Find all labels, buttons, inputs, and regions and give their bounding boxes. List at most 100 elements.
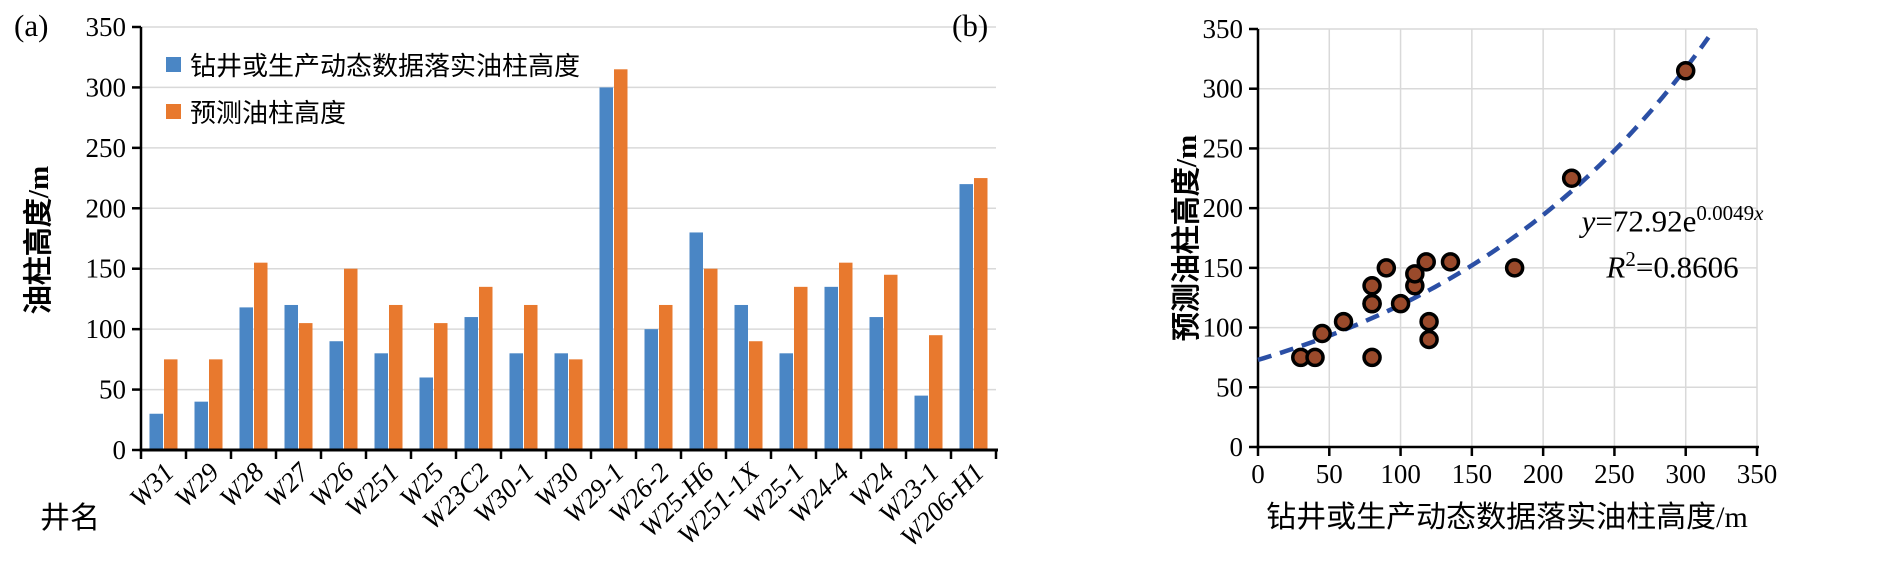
r-squared-line: R2=0.8606: [1540, 240, 1805, 286]
scatter-point: [1416, 252, 1436, 272]
bar-predicted: [974, 178, 988, 451]
panel-a-y-axis-title: 油柱高度/m: [23, 165, 55, 315]
bar-actual: [149, 413, 163, 450]
y-tick-label: 100: [86, 314, 127, 344]
bar-actual: [374, 353, 388, 450]
legend: 钻井或生产动态数据落实油柱高度 预测油柱高度: [166, 48, 580, 142]
bar-actual: [779, 353, 793, 450]
bar-predicted: [479, 286, 493, 450]
legend-item-predicted: 预测油柱高度: [166, 95, 580, 128]
r-label: R: [1606, 249, 1626, 285]
bar-predicted: [749, 341, 763, 450]
scatter-point: [1362, 293, 1382, 314]
bar-predicted: [344, 268, 358, 450]
scatter-point: [1419, 311, 1439, 332]
bar-actual: [509, 353, 523, 450]
y-tick-label: 250: [86, 133, 127, 163]
x-tick-label: 150: [1452, 459, 1493, 489]
bar-actual: [644, 329, 658, 450]
scatter-point: [1333, 311, 1354, 332]
bar-predicted: [254, 262, 268, 450]
equation-exponent: 0.0049x: [1696, 201, 1763, 225]
y-tick-label: 250: [1203, 133, 1244, 163]
scatter-point: [1390, 293, 1411, 314]
bar-actual: [464, 317, 478, 450]
bar-predicted: [704, 268, 718, 450]
y-tick-label: 100: [1203, 313, 1244, 343]
category-label: W29: [169, 457, 226, 514]
category-label: W31: [124, 457, 180, 513]
panel-b-y-axis-title: 预测油柱高度/m: [1171, 134, 1203, 342]
bar-actual: [329, 341, 343, 450]
scatter-point: [1561, 168, 1582, 189]
category-label: W28: [214, 457, 271, 514]
x-tick-label: 350: [1737, 459, 1778, 489]
bar-actual: [239, 307, 253, 450]
bar-predicted: [434, 323, 448, 450]
bar-predicted: [839, 262, 853, 450]
x-tick-label: 200: [1523, 459, 1564, 489]
bar-predicted: [794, 286, 808, 450]
legend-label-predicted: 预测油柱高度: [190, 98, 347, 128]
panel-b-x-axis-title: 钻井或生产动态数据落实油柱高度/m: [1266, 501, 1748, 534]
bar-actual: [824, 286, 838, 450]
x-tick-label: 100: [1380, 459, 1421, 489]
bar-predicted: [209, 359, 223, 450]
bar-predicted: [524, 304, 538, 450]
bar-predicted: [884, 274, 898, 450]
bar-actual: [284, 304, 298, 450]
y-tick-label: 300: [86, 72, 127, 102]
y-tick-label: 150: [1203, 253, 1244, 283]
bar-actual: [599, 87, 613, 450]
x-tick-label: 0: [1251, 459, 1265, 489]
bar-predicted: [929, 335, 943, 450]
y-tick-label: 300: [1203, 74, 1244, 104]
bar-actual: [194, 401, 208, 450]
y-tick-label: 200: [86, 193, 127, 223]
x-tick-label: 250: [1594, 459, 1635, 489]
bar-predicted: [299, 323, 313, 450]
bar-predicted: [389, 304, 403, 450]
y-tick-label: 150: [86, 254, 127, 284]
legend-item-actual: 钻井或生产动态数据落实油柱高度: [166, 48, 581, 81]
equation-line: y=72.92e0.0049x: [1540, 194, 1805, 240]
trendline-equation: y=72.92e0.0049x R2=0.8606: [1540, 194, 1805, 287]
scatter-point: [1312, 323, 1332, 344]
scatter-point: [1305, 347, 1325, 368]
bar-actual: [689, 232, 703, 450]
legend-label-actual: 钻井或生产动态数据落实油柱高度: [190, 51, 581, 81]
bar-predicted: [614, 69, 628, 451]
x-tick-label: 50: [1316, 459, 1343, 489]
equation-exp-var: x: [1754, 201, 1764, 225]
bar-predicted: [659, 304, 673, 450]
bar-predicted: [164, 359, 178, 450]
y-tick-label: 0: [1230, 432, 1244, 462]
legend-swatch-actual-icon: [166, 56, 181, 72]
y-tick-label: 0: [113, 435, 127, 465]
category-label: W27: [259, 456, 316, 513]
r-exponent: 2: [1625, 247, 1636, 272]
equation-exp-num: 0.0049: [1696, 201, 1755, 225]
scatter-point: [1419, 329, 1439, 350]
bar-actual: [554, 353, 568, 450]
scatter-point: [1504, 258, 1525, 278]
equation-body: =72.92e: [1595, 203, 1697, 239]
y-tick-label: 50: [99, 375, 126, 405]
equation-y: y: [1581, 203, 1596, 239]
panel-a-x-axis-title: 井名: [40, 502, 100, 535]
panel-a-label: (a): [14, 8, 49, 43]
y-tick-label: 50: [1216, 372, 1243, 402]
y-tick-label: 200: [1203, 193, 1244, 223]
trendline: [1257, 35, 1711, 363]
panel-b-label: (b): [952, 8, 989, 43]
scatter-point: [1362, 347, 1382, 368]
r-value: =0.8606: [1635, 249, 1739, 285]
scatter-point: [1376, 258, 1397, 278]
bar-predicted: [569, 359, 583, 450]
y-tick-label: 350: [86, 12, 127, 42]
bar-actual: [734, 304, 748, 450]
scatter-point: [1675, 61, 1696, 81]
scatter-point: [1362, 276, 1382, 296]
